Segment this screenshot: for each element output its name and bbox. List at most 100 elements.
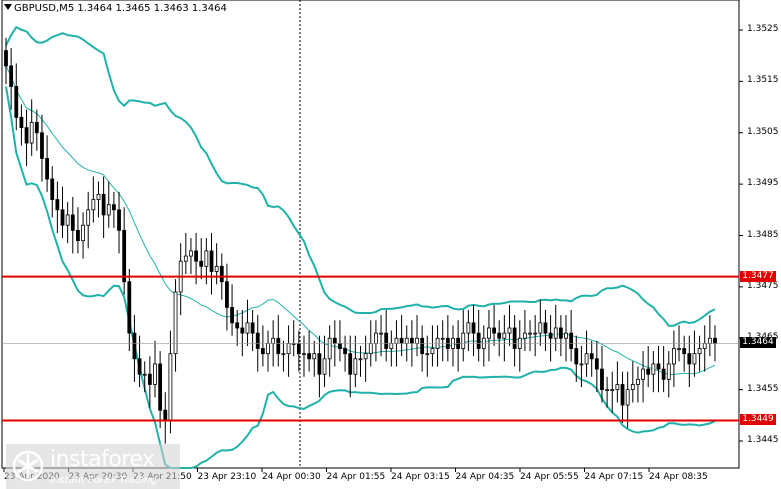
- plot-frame: [1, 0, 740, 469]
- candle-body: [343, 348, 347, 355]
- candle-body: [322, 358, 327, 375]
- candle-body: [507, 327, 512, 334]
- candle-body: [286, 342, 291, 355]
- candle-body: [245, 322, 250, 334]
- candle-body: [409, 337, 414, 344]
- symbol-dropdown-icon[interactable]: [4, 4, 12, 10]
- candle-body: [425, 353, 430, 356]
- y-tick-label: 1.3495: [747, 178, 779, 189]
- candle-body: [106, 204, 111, 216]
- candle-body: [76, 229, 80, 242]
- candle-body: [147, 373, 152, 385]
- candle-body: [574, 348, 579, 365]
- candle-body: [101, 193, 106, 216]
- candle-body: [399, 337, 404, 344]
- candle-body: [656, 363, 661, 370]
- y-tick-label: 1.3525: [747, 24, 779, 34]
- candle-body: [153, 363, 157, 385]
- candle-body: [240, 327, 245, 334]
- bollinger-middle-line: [5, 65, 716, 375]
- chart-title: GBPUSD,M5 1.3464 1.3465 1.3463 1.3464: [4, 3, 227, 14]
- candle-body: [420, 337, 425, 355]
- candle-body: [620, 384, 625, 406]
- candle-body: [687, 353, 692, 365]
- candle-body: [255, 332, 260, 349]
- candle-body: [45, 158, 50, 180]
- candle-body: [29, 122, 34, 144]
- candle-body: [466, 322, 471, 334]
- horizontal-levels: [2, 275, 739, 422]
- candle-body: [615, 384, 620, 391]
- candle-body: [132, 332, 137, 360]
- candle-body: [194, 250, 198, 262]
- x-tick-label: 24 Apr 04:35: [455, 472, 515, 482]
- candle-body: [543, 322, 548, 334]
- candle-body: [276, 337, 281, 355]
- candle-body: [374, 332, 378, 344]
- candle-body: [363, 353, 368, 360]
- candle-body: [404, 337, 409, 344]
- candle-body: [594, 358, 599, 370]
- candle-body: [512, 327, 517, 349]
- candle-body: [204, 250, 209, 267]
- candle-body: [9, 65, 14, 87]
- candle-body: [163, 409, 168, 421]
- candle-body: [50, 178, 55, 200]
- candle-body: [307, 353, 312, 360]
- watermark: instaforex Instant Forex Trading: [6, 444, 180, 489]
- y-tick-label: 1.3455: [747, 383, 779, 394]
- candle-body: [127, 281, 132, 334]
- candle-body: [225, 281, 229, 308]
- candle-body: [183, 255, 188, 262]
- candle-body: [713, 337, 717, 344]
- x-tick-label: 24 Apr 07:15: [584, 472, 644, 482]
- candle-body: [40, 132, 44, 159]
- candle-body: [14, 86, 19, 118]
- candle-body: [584, 353, 589, 365]
- candle-body: [317, 353, 322, 375]
- candle-body: [692, 353, 697, 365]
- candle-body: [55, 199, 60, 211]
- x-tick-label: 24 Apr 08:35: [649, 472, 708, 482]
- x-tick-label: 24 Apr 03:15: [391, 472, 450, 482]
- candle-body: [677, 348, 681, 350]
- y-tick-label: 1.3445: [747, 435, 779, 445]
- candle-body: [666, 363, 671, 380]
- candle-body: [605, 389, 610, 392]
- candle-body: [199, 260, 204, 267]
- grid-layer: [1, 0, 743, 472]
- candle-body: [173, 291, 178, 355]
- candle-body: [610, 389, 615, 392]
- y-tick-label: 1.3485: [747, 229, 779, 240]
- candle-body: [430, 348, 435, 355]
- candle-body: [260, 348, 265, 355]
- candle-body: [625, 389, 630, 406]
- candle-body: [697, 348, 702, 355]
- candle-body: [440, 337, 445, 340]
- current-price-tag: 1.3464: [740, 337, 776, 349]
- candle-body: [384, 332, 389, 349]
- candle-body: [702, 342, 707, 349]
- candle-body: [389, 342, 394, 349]
- candle-body: [19, 116, 24, 129]
- instaforex-logo-icon: [12, 450, 44, 482]
- y-tick-label: 1.3515: [747, 75, 779, 86]
- candle-body: [353, 358, 358, 375]
- level-price-tag: 1.3449: [740, 414, 776, 426]
- candle-body: [4, 50, 8, 67]
- candle-body: [96, 193, 101, 200]
- candle-body: [327, 337, 332, 360]
- candle-body: [142, 373, 147, 376]
- candle-body: [651, 363, 656, 375]
- watermark-brand: instaforex: [50, 447, 155, 472]
- candle-body: [497, 332, 502, 339]
- y-tick-label: 1.3465: [747, 332, 779, 342]
- candle-body: [589, 353, 594, 360]
- candle-body: [579, 363, 584, 366]
- candle-body: [117, 209, 121, 231]
- candle-body: [641, 368, 645, 380]
- candle-body: [661, 368, 666, 380]
- candle-body: [266, 342, 270, 355]
